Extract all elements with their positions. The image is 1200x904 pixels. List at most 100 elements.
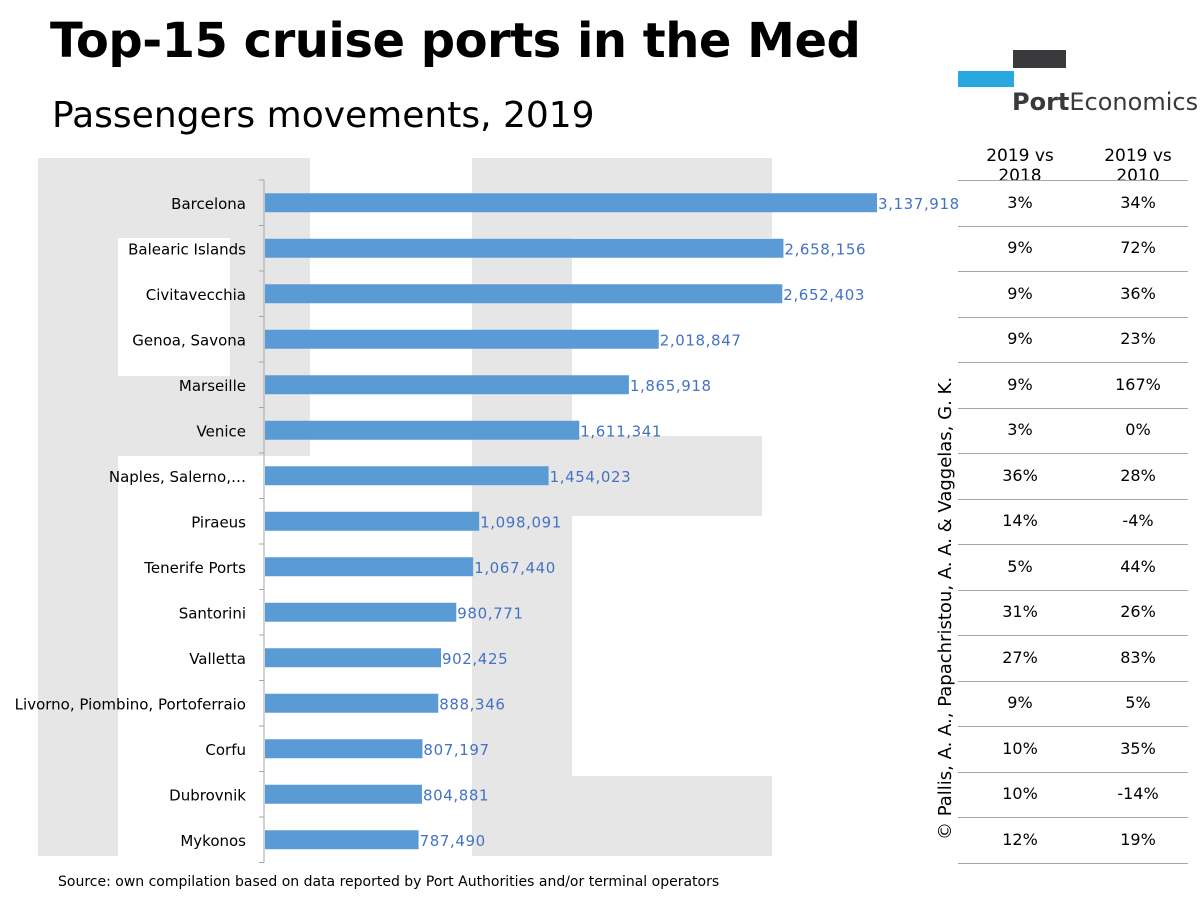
table-row-divider <box>958 635 1188 636</box>
cell-2019-vs-2018: 14% <box>1002 511 1038 531</box>
data-label: 888,346 <box>439 695 505 713</box>
table-row-divider <box>958 817 1188 818</box>
data-label: 787,490 <box>420 832 486 850</box>
cell-2019-vs-2010: 26% <box>1120 602 1156 622</box>
data-label: 1,098,091 <box>480 513 562 531</box>
data-label: 1,454,023 <box>550 468 632 486</box>
cell-2019-vs-2010: 72% <box>1120 238 1156 258</box>
bar <box>265 739 423 759</box>
bar <box>265 511 480 531</box>
bar <box>265 329 659 349</box>
data-label: 1,067,440 <box>474 559 556 577</box>
cell-2019-vs-2018: 9% <box>1007 329 1033 349</box>
data-label: 3,137,918 <box>878 195 960 213</box>
category-label: Piraeus <box>191 513 246 531</box>
category-label: Balearic Islands <box>128 240 246 258</box>
bar <box>265 193 877 213</box>
cell-2019-vs-2010: 28% <box>1120 465 1156 485</box>
port-economics-logo: PortEconomics <box>956 50 1198 120</box>
category-label: Dubrovnik <box>169 786 246 804</box>
cell-2019-vs-2010: 36% <box>1120 283 1156 303</box>
table-row-divider <box>958 498 1188 500</box>
cell-2019-vs-2010: 0% <box>1125 420 1151 440</box>
data-label: 902,425 <box>442 650 508 668</box>
chart-title: Top-15 cruise ports in the Med <box>50 13 861 69</box>
table-row-divider <box>958 225 1188 227</box>
cell-2019-vs-2018: 9% <box>1007 283 1033 303</box>
cell-2019-vs-2018: 10% <box>1002 784 1038 804</box>
bar <box>265 284 783 304</box>
data-label: 1,865,918 <box>630 377 712 395</box>
data-label: 1,611,341 <box>580 422 662 440</box>
cell-2019-vs-2018: 10% <box>1002 738 1038 758</box>
cell-2019-vs-2018: 9% <box>1007 374 1033 394</box>
cell-2019-vs-2010: -14% <box>1117 784 1159 804</box>
cell-2019-vs-2018: 3% <box>1007 420 1033 440</box>
cell-2019-vs-2018: 3% <box>1007 192 1033 212</box>
bar <box>265 466 549 486</box>
cell-2019-vs-2010: 35% <box>1120 738 1156 758</box>
data-label: 2,652,403 <box>783 286 865 304</box>
category-label: Naples, Salerno,… <box>109 468 246 486</box>
category-label: Marseille <box>179 377 246 395</box>
table-row-divider <box>958 362 1188 363</box>
bar <box>265 375 629 395</box>
cell-2019-vs-2018: 27% <box>1002 647 1038 667</box>
data-label: 804,881 <box>423 786 489 804</box>
data-label: 807,197 <box>423 741 489 759</box>
table-row-divider <box>958 316 1188 318</box>
source-note: Source: own compilation based on data re… <box>58 874 720 890</box>
data-label: 2,658,156 <box>784 240 866 258</box>
cell-2019-vs-2018: 9% <box>1007 693 1033 713</box>
cell-2019-vs-2010: 44% <box>1120 556 1156 576</box>
category-label: Genoa, Savona <box>132 331 246 349</box>
logo-blue-block <box>958 71 1014 87</box>
bar <box>265 602 457 622</box>
table-row-divider <box>958 771 1188 773</box>
table-row-divider <box>958 680 1188 682</box>
chart-subtitle: Passengers movements, 2019 <box>52 95 595 136</box>
bar <box>265 420 580 440</box>
category-label: Livorno, Piombino, Portoferraio <box>15 695 246 713</box>
bar <box>265 648 442 668</box>
data-label: 2,018,847 <box>660 331 742 349</box>
cell-2019-vs-2010: 23% <box>1120 329 1156 349</box>
cell-2019-vs-2010: 5% <box>1125 693 1151 713</box>
cell-2019-vs-2018: 36% <box>1002 465 1038 485</box>
bar <box>265 557 474 577</box>
cell-2019-vs-2010: -4% <box>1122 511 1154 531</box>
cell-2019-vs-2018: 31% <box>1002 602 1038 622</box>
pe-watermark <box>38 158 772 856</box>
cell-2019-vs-2010: 19% <box>1120 829 1156 849</box>
table-row-divider <box>958 407 1188 409</box>
category-label: Corfu <box>205 741 246 759</box>
cell-2019-vs-2010: 167% <box>1115 374 1161 394</box>
table-row-divider <box>958 544 1188 545</box>
category-label: Santorini <box>179 604 246 622</box>
cell-2019-vs-2018: 9% <box>1007 238 1033 258</box>
data-label: 980,771 <box>457 604 523 622</box>
cell-2019-vs-2010: 83% <box>1120 647 1156 667</box>
category-label: Mykonos <box>180 832 246 850</box>
table-row-divider <box>958 862 1188 864</box>
cell-2019-vs-2018: 5% <box>1007 556 1033 576</box>
logo-dark-block <box>1013 50 1066 68</box>
cell-2019-vs-2010: 34% <box>1120 192 1156 212</box>
bar <box>265 830 419 850</box>
category-label: Tenerife Ports <box>143 559 246 577</box>
bar <box>265 784 422 804</box>
table-row-divider <box>958 589 1188 591</box>
col-header-2019-vs-2010: 2019 vs 2010 <box>1104 146 1172 186</box>
table-row-divider <box>958 271 1188 272</box>
category-label: Civitavecchia <box>146 286 246 304</box>
category-label: Venice <box>197 422 246 440</box>
bar <box>265 693 439 713</box>
category-label: Barcelona <box>171 195 246 213</box>
logo-wordmark: PortEconomics <box>1012 88 1199 116</box>
category-label: Valletta <box>189 650 246 668</box>
table-row-divider <box>958 726 1188 727</box>
bar <box>265 238 784 258</box>
table-row-divider <box>958 180 1188 181</box>
cell-2019-vs-2018: 12% <box>1002 829 1038 849</box>
